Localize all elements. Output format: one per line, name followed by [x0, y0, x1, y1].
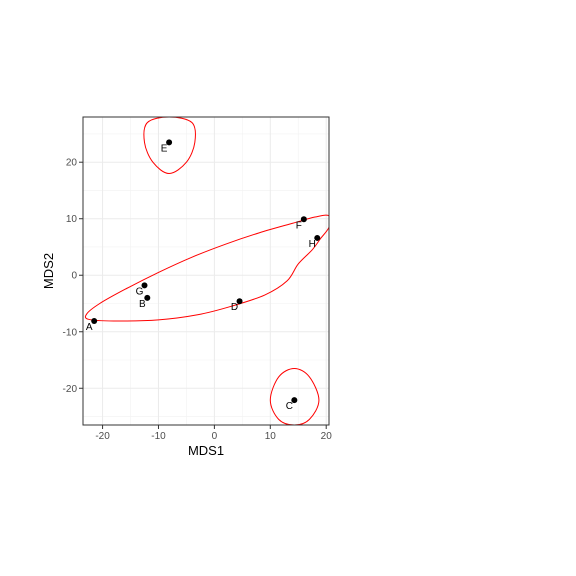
x-tick-label: -10 [151, 431, 166, 442]
minor-gridlines [83, 117, 329, 425]
x-tick-label: 10 [265, 431, 277, 442]
point-label-b: B [139, 299, 146, 310]
point-label-f: F [296, 220, 302, 231]
point-label-c: C [286, 401, 293, 412]
panel-border [82, 116, 330, 426]
x-axis-ticks: -20 -10 0 10 20 [95, 425, 332, 442]
x-tick-label: 20 [321, 431, 333, 442]
y-axis-ticks: -20 -10 0 10 20 [63, 158, 83, 395]
point-label-g: G [136, 286, 144, 297]
panel-background [83, 117, 329, 425]
x-tick-label: 0 [212, 431, 218, 442]
data-point-a [91, 318, 98, 325]
point-label-d: D [231, 302, 238, 313]
x-axis-title: MDS1 [188, 443, 224, 458]
data-point-b [144, 294, 151, 301]
data-points [91, 139, 321, 404]
point-label-e: E [161, 143, 168, 154]
point-label-h: H [309, 239, 316, 250]
ellipse-1 [84, 214, 329, 322]
major-gridlines [83, 117, 329, 425]
y-tick-label: 20 [66, 158, 78, 169]
data-point-d [236, 298, 243, 305]
data-point-e [166, 139, 173, 146]
data-point-c [291, 397, 298, 404]
ellipse-2 [143, 117, 196, 175]
data-point-g [141, 282, 148, 289]
y-axis-title: MDS2 [41, 253, 56, 289]
data-point-h [314, 234, 321, 241]
ellipses [84, 117, 329, 425]
y-tick-label: -10 [63, 327, 78, 338]
point-label-a: A [86, 322, 93, 333]
y-tick-label: 10 [66, 214, 78, 225]
data-point-f [300, 216, 307, 223]
point-labels: A B C D E FH G [86, 143, 316, 412]
ellipse-3 [269, 367, 320, 425]
y-tick-label: 0 [71, 271, 77, 282]
x-tick-label: -20 [95, 431, 110, 442]
y-tick-label: -20 [63, 384, 78, 395]
